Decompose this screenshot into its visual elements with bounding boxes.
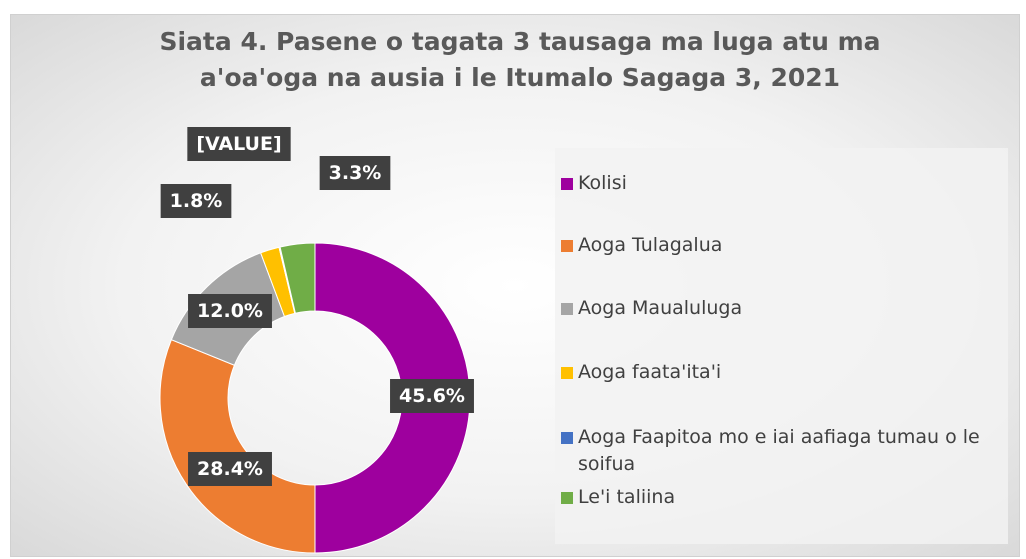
data-label: 3.3% — [329, 162, 382, 184]
legend-item: Aoga Tulagalua — [561, 232, 1018, 259]
legend-label: Aoga faata'ita'i — [578, 361, 722, 383]
data-label-box — [319, 156, 391, 190]
legend-swatch — [561, 367, 573, 379]
legend-swatch — [561, 303, 573, 315]
legend-label: Aoga Maualuluga — [578, 297, 743, 319]
legend-item: Aoga Faapitoa mo e iai aafiaga tumau o l… — [561, 424, 1018, 478]
legend: Kolisi Aoga Tulagalua Aoga Maualuluga Aoga … — [555, 148, 1008, 544]
data-label-box — [187, 127, 291, 161]
legend-item: Aoga faata'ita'i — [561, 359, 1018, 386]
data-label-box — [160, 184, 232, 218]
legend-label: Aoga Tulagalua — [578, 234, 723, 256]
legend-swatch — [561, 432, 573, 444]
legend-label: Le'i taliina — [578, 486, 676, 508]
data-label-box — [188, 294, 272, 328]
legend-label: Aoga Faapitoa mo e iai aafiaga tumau o l… — [578, 426, 980, 475]
data-label: 28.4% — [197, 458, 263, 480]
legend-swatch — [561, 240, 573, 252]
legend-item: Le'i taliina — [561, 484, 1018, 511]
data-label: 45.6% — [399, 385, 465, 407]
data-label: [VALUE] — [196, 133, 281, 155]
legend-swatch — [561, 492, 573, 504]
data-label-box — [188, 452, 272, 486]
legend-label: Kolisi — [578, 172, 627, 194]
legend-item: Aoga Maualuluga — [561, 295, 1018, 322]
chart-title: Siata 4. Pasene o tagata 3 tausaga ma lu… — [159, 27, 881, 92]
data-label-box — [390, 379, 474, 413]
legend-item: Kolisi — [561, 170, 1018, 197]
data-label: 12.0% — [197, 300, 263, 322]
data-label: 1.8% — [170, 190, 223, 212]
donut-slice — [159, 339, 316, 554]
donut-slice — [314, 242, 471, 554]
donut-slice — [279, 242, 316, 314]
legend-swatch — [561, 178, 573, 190]
